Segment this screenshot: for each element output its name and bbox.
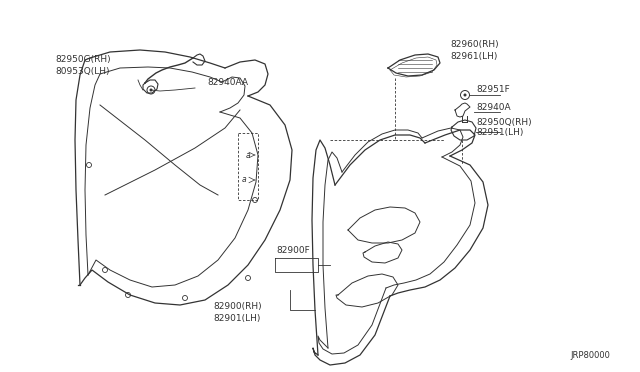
Text: 82900(RH): 82900(RH) xyxy=(213,302,262,311)
Text: 82950Q(RH): 82950Q(RH) xyxy=(476,118,532,126)
Text: 82940AA: 82940AA xyxy=(207,78,248,87)
Text: 82961(LH): 82961(LH) xyxy=(450,52,497,61)
Text: 80953Q(LH): 80953Q(LH) xyxy=(55,67,109,76)
Text: a: a xyxy=(242,176,246,185)
Text: 82951F: 82951F xyxy=(476,86,509,94)
Circle shape xyxy=(463,93,467,96)
Text: 82900F: 82900F xyxy=(276,246,310,255)
Text: 82951(LH): 82951(LH) xyxy=(476,128,524,138)
Text: 82960(RH): 82960(RH) xyxy=(450,40,499,49)
Text: 82950G(RH): 82950G(RH) xyxy=(55,55,111,64)
Text: a: a xyxy=(246,151,250,160)
Text: 82940A: 82940A xyxy=(476,103,511,112)
Text: JRP80000: JRP80000 xyxy=(570,351,610,360)
Circle shape xyxy=(150,89,152,92)
Text: 82901(LH): 82901(LH) xyxy=(213,314,260,323)
